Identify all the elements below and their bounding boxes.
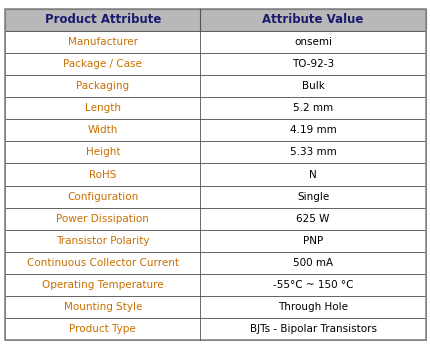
Bar — [5, 75, 425, 97]
Text: Packaging: Packaging — [76, 81, 129, 91]
Text: Through Hole: Through Hole — [277, 302, 347, 312]
Bar — [5, 53, 425, 75]
Text: Width: Width — [87, 125, 118, 135]
Bar — [5, 31, 425, 53]
Text: 5.2 mm: 5.2 mm — [292, 103, 332, 113]
Text: 500 mA: 500 mA — [292, 258, 332, 268]
Text: Bulk: Bulk — [301, 81, 324, 91]
Text: Single: Single — [296, 192, 329, 202]
Text: 625 W: 625 W — [296, 214, 329, 224]
Text: N: N — [309, 170, 316, 179]
Bar — [5, 208, 425, 230]
Text: Height: Height — [85, 147, 120, 157]
Text: Manufacturer: Manufacturer — [68, 37, 138, 47]
Text: TO-92-3: TO-92-3 — [292, 59, 333, 69]
Text: RoHS: RoHS — [89, 170, 116, 179]
Text: Configuration: Configuration — [67, 192, 138, 202]
Text: Continuous Collector Current: Continuous Collector Current — [27, 258, 178, 268]
Text: 4.19 mm: 4.19 mm — [289, 125, 336, 135]
Bar — [5, 163, 425, 186]
Bar — [5, 9, 425, 31]
Text: -55°C ~ 150 °C: -55°C ~ 150 °C — [272, 280, 353, 290]
Text: Attribute Value: Attribute Value — [262, 13, 363, 26]
Bar — [5, 119, 425, 141]
Bar — [5, 97, 425, 119]
Bar — [5, 274, 425, 296]
Text: Package / Case: Package / Case — [63, 59, 142, 69]
Text: Transistor Polarity: Transistor Polarity — [56, 236, 149, 246]
Bar — [5, 141, 425, 163]
Bar — [5, 318, 425, 340]
Text: BJTs - Bipolar Transistors: BJTs - Bipolar Transistors — [249, 324, 376, 334]
Text: Length: Length — [85, 103, 120, 113]
Text: Mounting Style: Mounting Style — [64, 302, 141, 312]
Text: Product Type: Product Type — [69, 324, 136, 334]
Text: PNP: PNP — [302, 236, 322, 246]
Bar — [5, 296, 425, 318]
Bar — [5, 252, 425, 274]
Bar — [5, 230, 425, 252]
Bar — [5, 186, 425, 208]
Text: 5.33 mm: 5.33 mm — [289, 147, 336, 157]
Text: Power Dissipation: Power Dissipation — [56, 214, 149, 224]
Text: onsemi: onsemi — [293, 37, 332, 47]
Text: Product Attribute: Product Attribute — [44, 13, 161, 26]
Text: Operating Temperature: Operating Temperature — [42, 280, 163, 290]
